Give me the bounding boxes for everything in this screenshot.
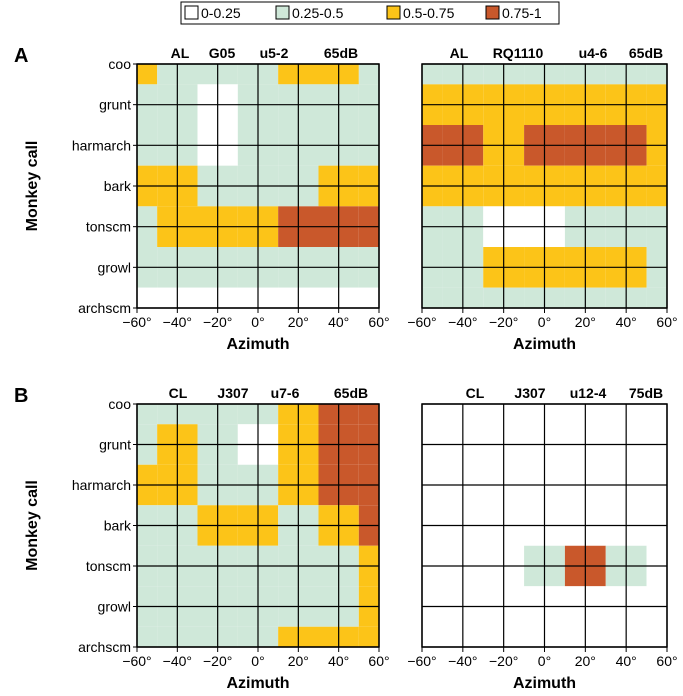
panel-header-label: AL <box>171 45 190 61</box>
x-axis-title: Azimuth <box>226 336 289 353</box>
x-tick-label: 60° <box>656 653 677 669</box>
legend-swatch <box>275 5 290 20</box>
x-tick-label: 60° <box>656 314 677 330</box>
row-labels: A Monkey call B Monkey call <box>14 45 41 571</box>
x-tick-label: −20° <box>203 314 232 330</box>
panel-header-label: u12-4 <box>570 385 607 401</box>
x-tick-label: −40° <box>448 314 477 330</box>
heatmap-cell <box>422 64 443 85</box>
row-label: B <box>14 385 28 407</box>
heatmap-cell <box>646 287 667 308</box>
x-tick-label: 0° <box>251 314 264 330</box>
heatmap-panel: −60° −40° −20° 0° 20° 40° 60° coo grunt harmarch b… <box>72 45 390 353</box>
x-tick-label: −40° <box>163 314 192 330</box>
x-tick-label: 40° <box>328 653 349 669</box>
x-tick-label: −20° <box>203 653 232 669</box>
x-tick-label: −60° <box>122 653 151 669</box>
panel-header-label: 75dB <box>629 385 663 401</box>
y-tick-label: growl <box>98 259 131 275</box>
heatmap-cell <box>137 626 158 647</box>
heatmap-cell <box>137 64 158 85</box>
x-tick-label: 0° <box>538 653 551 669</box>
y-tick-label: bark <box>104 518 132 534</box>
row-label: A <box>14 45 28 67</box>
panel-header-label: u5-2 <box>260 45 289 61</box>
heatmap-cell <box>358 404 379 425</box>
y-axis-title: Monkey call <box>24 141 41 232</box>
heatmap-panel: −60° −40° −20° 0° 20° 40° 60° CL J307 u12-4 75dB Az… <box>407 385 677 692</box>
x-tick-label: 60° <box>368 653 389 669</box>
x-axis-title: Azimuth <box>513 336 576 353</box>
heatmap-cell <box>422 626 443 647</box>
x-tick-label: 40° <box>616 653 637 669</box>
panel-header-label: CL <box>466 385 485 401</box>
heatmap-panel: −60° −40° −20° 0° 20° 40° 60° coo grunt harmarch b… <box>72 385 390 692</box>
y-tick-label: harmarch <box>72 137 131 153</box>
x-axis-title: Azimuth <box>513 675 576 692</box>
y-tick-label: archscm <box>78 639 131 655</box>
heatmap-cell <box>646 64 667 85</box>
x-tick-label: 20° <box>288 653 309 669</box>
panel-header-label: G05 <box>209 45 236 61</box>
x-tick-label: 20° <box>575 653 596 669</box>
legend-swatch <box>386 5 401 20</box>
panel-header-label: J307 <box>217 385 248 401</box>
heatmap-cell <box>358 626 379 647</box>
heatmap-cell <box>358 287 379 308</box>
x-axis-title: Azimuth <box>226 675 289 692</box>
heatmap-cell <box>137 287 158 308</box>
legend-swatch <box>485 5 500 20</box>
panel-header-label: 65dB <box>334 385 368 401</box>
heatmap-cell <box>137 404 158 425</box>
x-tick-label: −40° <box>163 653 192 669</box>
heatmap-panel: −60° −40° −20° 0° 20° 40° 60° AL RQ1110 u4-6 65dB A… <box>407 45 677 353</box>
legend-label: 0.5-0.75 <box>403 5 455 21</box>
x-tick-label: −40° <box>448 653 477 669</box>
panel-header-label: 65dB <box>324 45 358 61</box>
y-tick-label: growl <box>98 599 131 615</box>
y-tick-label: coo <box>108 56 131 72</box>
y-tick-label: tonscm <box>86 219 131 235</box>
x-tick-label: 0° <box>251 653 264 669</box>
y-tick-label: coo <box>108 396 131 412</box>
y-tick-label: tonscm <box>86 558 131 574</box>
y-tick-label: grunt <box>99 97 131 113</box>
legend-swatch <box>184 5 199 20</box>
panel-header-label: CL <box>169 385 188 401</box>
x-tick-label: −20° <box>489 314 518 330</box>
y-axis-title: Monkey call <box>24 480 41 571</box>
legend-label: 0.75-1 <box>502 5 542 21</box>
panel-header-label: AL <box>450 45 469 61</box>
y-tick-label: archscm <box>78 300 131 316</box>
heatmap-cell <box>422 404 443 425</box>
x-tick-label: −60° <box>407 653 436 669</box>
panel-header-label: J307 <box>514 385 545 401</box>
heatmap-cell <box>358 64 379 85</box>
x-tick-label: 40° <box>328 314 349 330</box>
x-tick-label: 40° <box>616 314 637 330</box>
panel-header-label: u7-6 <box>271 385 300 401</box>
x-tick-label: 60° <box>368 314 389 330</box>
heatmap-cell <box>646 626 667 647</box>
panels: −60° −40° −20° 0° 20° 40° 60° coo grunt harmarch b… <box>72 45 678 692</box>
x-tick-label: −20° <box>489 653 518 669</box>
y-tick-label: harmarch <box>72 477 131 493</box>
x-tick-label: 0° <box>538 314 551 330</box>
legend: 0-0.25 0.25-0.5 0.5-0.75 0.75-1 <box>180 1 560 25</box>
panel-header-label: RQ1110 <box>493 45 544 61</box>
x-tick-label: −60° <box>122 314 151 330</box>
legend-label: 0-0.25 <box>201 5 241 21</box>
heatmap-cell <box>422 287 443 308</box>
x-tick-label: 20° <box>288 314 309 330</box>
x-tick-label: −60° <box>407 314 436 330</box>
panel-header-label: 65dB <box>629 45 663 61</box>
legend-label: 0.25-0.5 <box>292 5 344 21</box>
panel-header-label: u4-6 <box>579 45 608 61</box>
heatmap-cell <box>646 404 667 425</box>
y-tick-label: bark <box>104 178 132 194</box>
x-tick-label: 20° <box>575 314 596 330</box>
y-tick-label: grunt <box>99 437 131 453</box>
